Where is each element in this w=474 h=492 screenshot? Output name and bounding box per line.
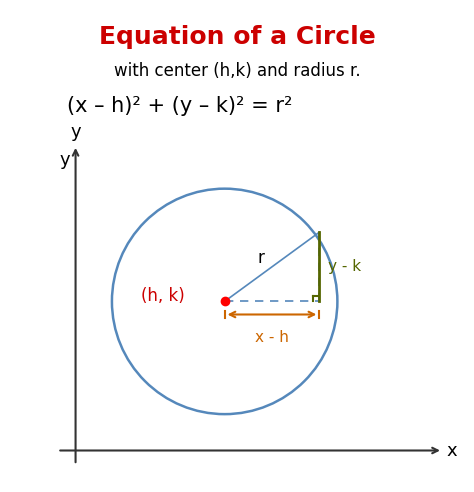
Text: y - k: y - k: [328, 259, 361, 275]
Text: x: x: [447, 441, 457, 460]
Text: x - h: x - h: [255, 331, 289, 345]
Text: y: y: [59, 151, 70, 169]
Text: y: y: [70, 123, 81, 141]
Text: (h, k): (h, k): [141, 286, 185, 305]
Text: (x – h)² + (y – k)² = r²: (x – h)² + (y – k)² = r²: [67, 96, 293, 116]
Text: with center (h,k) and radius r.: with center (h,k) and radius r.: [114, 62, 360, 80]
Text: Equation of a Circle: Equation of a Circle: [99, 25, 375, 49]
Text: r: r: [257, 249, 264, 267]
